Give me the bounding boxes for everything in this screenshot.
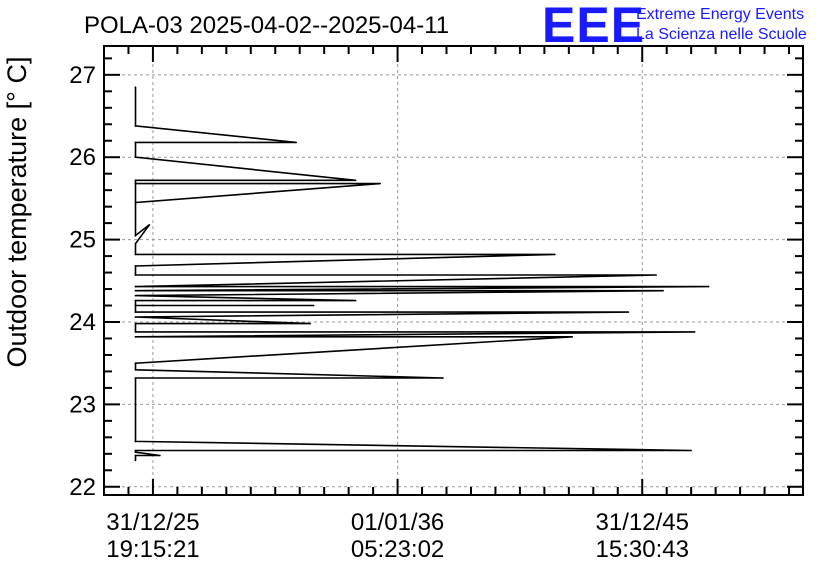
x-tick-label-time: 05:23:02 xyxy=(351,536,444,563)
data-point xyxy=(134,299,137,302)
data-point xyxy=(554,253,556,256)
data-point xyxy=(134,316,137,318)
data-point xyxy=(295,141,298,144)
data-point xyxy=(571,336,574,338)
data-point xyxy=(655,274,658,276)
data-point xyxy=(148,223,151,226)
data-point xyxy=(134,86,137,88)
data-point xyxy=(309,322,312,325)
data-point xyxy=(627,311,630,313)
data-point xyxy=(134,454,137,457)
data-point xyxy=(134,451,137,453)
x-tick-label-date: 31/12/45 xyxy=(596,509,689,536)
data-point xyxy=(134,322,137,325)
data-point xyxy=(134,294,137,297)
data-point xyxy=(134,331,137,333)
eee-logo: EEE Extreme Energy Events La Scienza nel… xyxy=(542,0,807,53)
eee-logo-line1: Extreme Energy Events xyxy=(636,6,804,23)
data-point xyxy=(134,285,137,288)
data-point xyxy=(134,156,137,159)
y-tick-label: 25 xyxy=(69,227,96,254)
data-point xyxy=(134,179,137,182)
grid xyxy=(104,46,803,495)
y-tick-label: 24 xyxy=(69,309,96,336)
data-point xyxy=(134,242,137,245)
data-point xyxy=(693,331,696,333)
eee-logo-mark: EEE xyxy=(542,0,645,53)
data-point xyxy=(134,440,137,443)
data-point xyxy=(134,304,137,307)
data-point xyxy=(134,362,137,364)
data-point xyxy=(354,299,357,302)
data-point xyxy=(690,449,692,452)
data-point xyxy=(134,234,137,237)
eee-logo-line2: La Scienza nelle Scuole xyxy=(636,26,807,43)
data-point xyxy=(662,289,664,292)
y-tick-label: 27 xyxy=(69,62,96,89)
y-tick-label: 26 xyxy=(69,144,96,171)
data-point xyxy=(134,289,137,292)
data-point xyxy=(134,336,137,338)
data-point xyxy=(134,125,137,127)
data-point xyxy=(159,454,161,457)
data-point xyxy=(134,182,137,185)
y-tick-label: 23 xyxy=(69,391,96,418)
data-point xyxy=(134,201,137,204)
chart-title: POLA-03 2025-04-02--2025-04-11 xyxy=(84,12,449,39)
x-tick-label-time: 19:15:21 xyxy=(106,536,199,563)
ticks xyxy=(104,46,803,495)
data-point xyxy=(134,368,137,371)
data-point xyxy=(134,253,137,256)
data-point xyxy=(134,141,137,144)
data-point xyxy=(354,179,357,182)
x-tick-label-date: 31/12/25 xyxy=(106,509,199,536)
y-tick-label: 22 xyxy=(69,474,96,501)
data-point xyxy=(134,274,137,276)
plot-frame xyxy=(103,45,804,496)
x-tick-label-time: 15:30:43 xyxy=(596,536,689,563)
series-line-temperature xyxy=(134,87,709,461)
x-tick-label-date: 01/01/36 xyxy=(351,509,444,536)
data-point xyxy=(134,311,137,313)
axes xyxy=(103,45,804,496)
y-axis-label: Outdoor temperature [° C] xyxy=(2,57,32,368)
data-point xyxy=(134,377,137,379)
data-point xyxy=(312,304,315,307)
data-point xyxy=(379,182,381,185)
data-point xyxy=(442,377,444,379)
data-point xyxy=(707,285,710,288)
data-point xyxy=(134,265,137,267)
data-point xyxy=(134,449,137,452)
series-layer xyxy=(134,86,710,462)
data-point xyxy=(134,459,137,462)
